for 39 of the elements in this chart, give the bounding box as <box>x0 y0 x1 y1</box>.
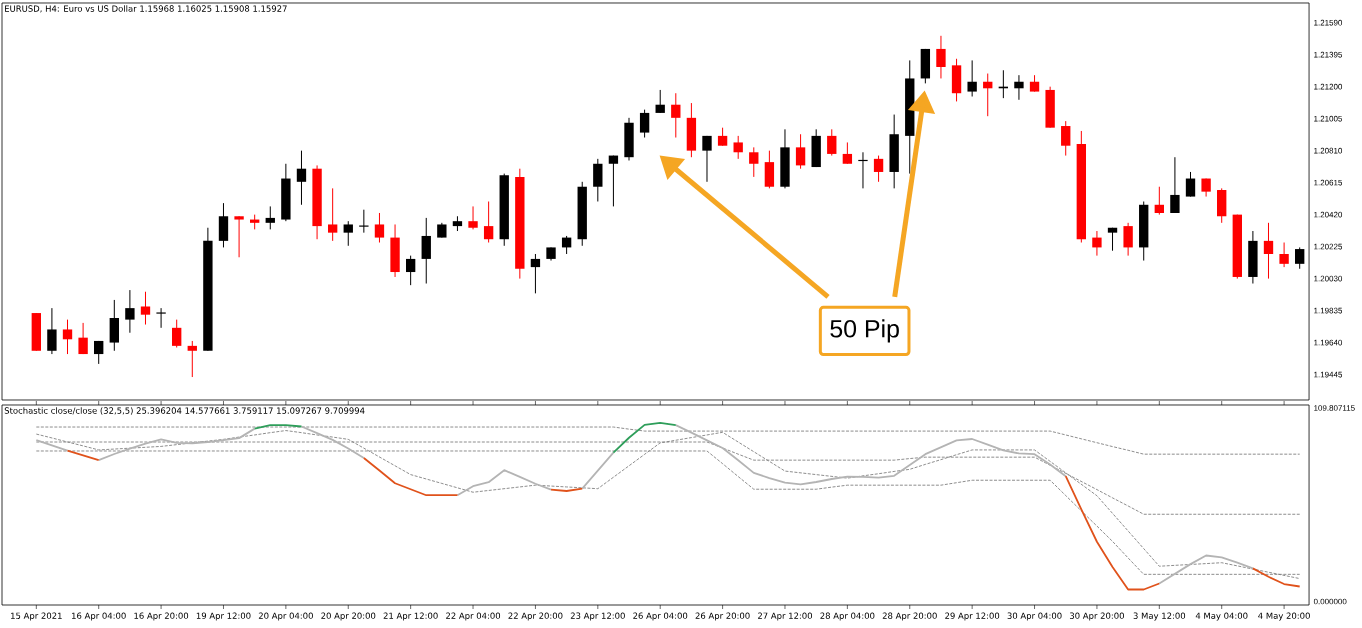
candlestick <box>889 114 899 189</box>
x-tick-label: 4 May 04:00 <box>1195 612 1248 621</box>
x-tick-label: 30 Apr 04:00 <box>1007 612 1062 621</box>
candlestick <box>234 215 244 258</box>
candlestick <box>468 205 478 230</box>
x-tick-label: 4 May 20:00 <box>1258 612 1310 621</box>
x-tick-label: 22 Apr 04:00 <box>446 612 501 621</box>
candlestick <box>343 220 353 247</box>
x-tick-label: 28 Apr 20:00 <box>882 612 937 621</box>
chart-title: Stochastic close/close (32,5,5) 25.396204 14.577661 3.759117 15.097267 9.709994 <box>4 407 365 415</box>
candlestick <box>327 187 338 242</box>
candlestick <box>125 289 135 334</box>
x-tick-label: 20 Apr 20:00 <box>321 612 376 621</box>
x-tick-label: 30 Apr 20:00 <box>1069 612 1124 621</box>
x-tick-label: 26 Apr 20:00 <box>695 612 750 621</box>
x-tick-label: 21 Apr 12:00 <box>383 612 438 621</box>
candlestick <box>437 222 447 239</box>
x-tick-label: 20 Apr 04:00 <box>258 612 313 621</box>
candlestick <box>811 128 821 168</box>
x-tick-label: 29 Apr 12:00 <box>945 612 1000 621</box>
x-tick-label: 28 Apr 04:00 <box>820 612 875 621</box>
candlestick <box>140 291 151 326</box>
x-tick-label: 26 Apr 04:00 <box>633 612 688 621</box>
x-tick-label: 22 Apr 20:00 <box>508 612 563 621</box>
x-tick-label: 15 Apr 2021 <box>11 612 62 621</box>
candlestick <box>155 307 167 329</box>
candlestick <box>749 146 759 178</box>
annotation: 50 Pip <box>830 319 899 343</box>
candlestick <box>546 246 556 262</box>
chart-title: EURUSD, H4: Euro vs US Dollar 1.15968 1.16025 1.15908 1.15927 <box>5 5 287 13</box>
candlestick <box>374 212 385 244</box>
x-tick-label: 23 Apr 12:00 <box>570 612 625 621</box>
x-tick-label: 19 Apr 12:00 <box>196 612 251 621</box>
candlestick <box>515 168 525 280</box>
x-tick-label: 3 May 12:00 <box>1133 612 1186 621</box>
x-tick-label: 16 Apr 20:00 <box>134 612 189 621</box>
x-tick-label: 16 Apr 04:00 <box>72 612 126 621</box>
candlestick <box>358 209 370 234</box>
x-tick-label: 27 Apr 12:00 <box>758 612 813 621</box>
